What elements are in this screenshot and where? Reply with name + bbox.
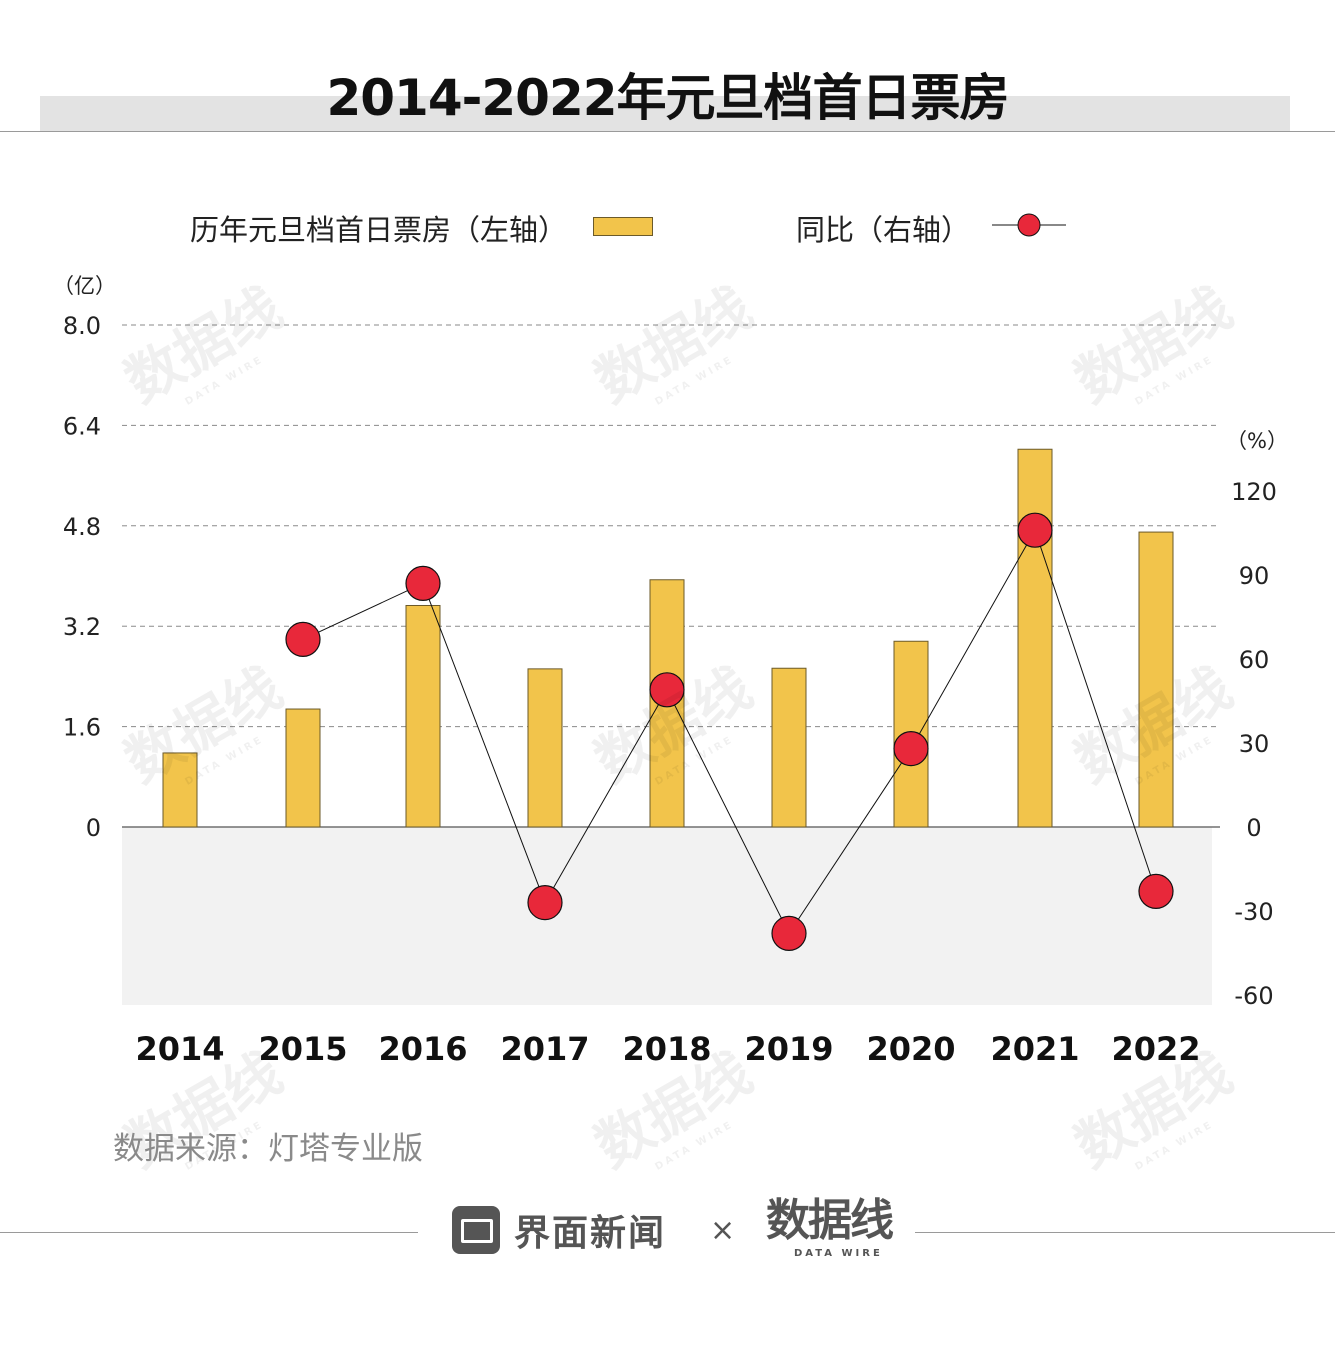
yoy-point-2015 <box>285 621 321 658</box>
chart-title: 2014-2022年元旦档首日票房 <box>326 69 1009 127</box>
left-tick-label: 6.4 <box>63 412 101 440</box>
times-sign: × <box>710 1213 736 1248</box>
legend-line-swatch <box>992 213 1066 237</box>
category-label: 2016 <box>378 1030 467 1068</box>
right-tick-label: 120 <box>1231 478 1277 506</box>
left-axis-unit: （亿） <box>53 274 116 298</box>
yoy-point-2016 <box>405 565 441 602</box>
title-band <box>40 96 1290 132</box>
yoy-point-2020 <box>893 730 929 767</box>
bar-2022 <box>1138 531 1174 828</box>
yoy-line <box>302 528 1157 935</box>
category-label: 2015 <box>258 1030 347 1068</box>
brand-name: 界面新闻 <box>514 1213 667 1254</box>
category-label: 2017 <box>500 1030 589 1068</box>
yoy-point-2022 <box>1138 873 1174 910</box>
negative-region <box>122 827 1212 1005</box>
bar-2017 <box>527 668 563 828</box>
category-label: 2022 <box>1111 1030 1200 1068</box>
yoy-point-2021 <box>1017 512 1053 548</box>
footer-rule-left <box>0 1232 418 1233</box>
partner-sub: DATA WIRE <box>794 1248 883 1259</box>
footer-rule-right <box>915 1232 1335 1233</box>
left-tick-label: 0 <box>86 814 101 842</box>
category-label: 2021 <box>990 1030 1079 1068</box>
title-rule <box>0 131 1335 132</box>
right-tick-label: -60 <box>1234 982 1273 1010</box>
right-tick-label: 60 <box>1239 646 1270 674</box>
right-tick-label: 0 <box>1246 814 1261 842</box>
bar-2014 <box>162 752 198 828</box>
brand-icon <box>452 1206 500 1254</box>
bar-2016 <box>405 604 441 828</box>
right-tick-label: 30 <box>1239 730 1270 758</box>
right-tick-label: -30 <box>1234 898 1273 926</box>
partner-logo: 数据线 DATA WIRE <box>766 1194 894 1274</box>
brand-logo: 界面新闻 <box>452 1204 666 1256</box>
legend-bar-swatch <box>593 217 653 236</box>
bar-2019 <box>771 667 807 828</box>
left-tick-label: 3.2 <box>63 613 101 641</box>
left-tick-label: 8.0 <box>63 312 101 340</box>
yoy-point-2019 <box>771 915 807 952</box>
category-label: 2020 <box>866 1030 955 1068</box>
left-tick-label: 4.8 <box>63 513 101 541</box>
partner-name: 数据线 <box>766 1195 894 1246</box>
yoy-point-2017 <box>527 884 563 921</box>
bar-2015 <box>285 708 321 828</box>
data-source: 数据来源：灯塔专业版 <box>113 1131 423 1167</box>
bar-2021 <box>1017 448 1053 828</box>
left-tick-label: 1.6 <box>63 714 101 742</box>
right-tick-label: 90 <box>1239 562 1270 590</box>
yoy-point-2018 <box>649 672 685 708</box>
legend-line-label: 同比（右轴） <box>796 213 971 247</box>
category-label: 2019 <box>744 1030 833 1068</box>
category-label: 2018 <box>622 1030 711 1068</box>
category-label: 2014 <box>135 1030 224 1068</box>
legend-bar-label: 历年元旦档首日票房（左轴） <box>190 213 568 247</box>
right-axis-unit: （%） <box>1226 429 1288 453</box>
